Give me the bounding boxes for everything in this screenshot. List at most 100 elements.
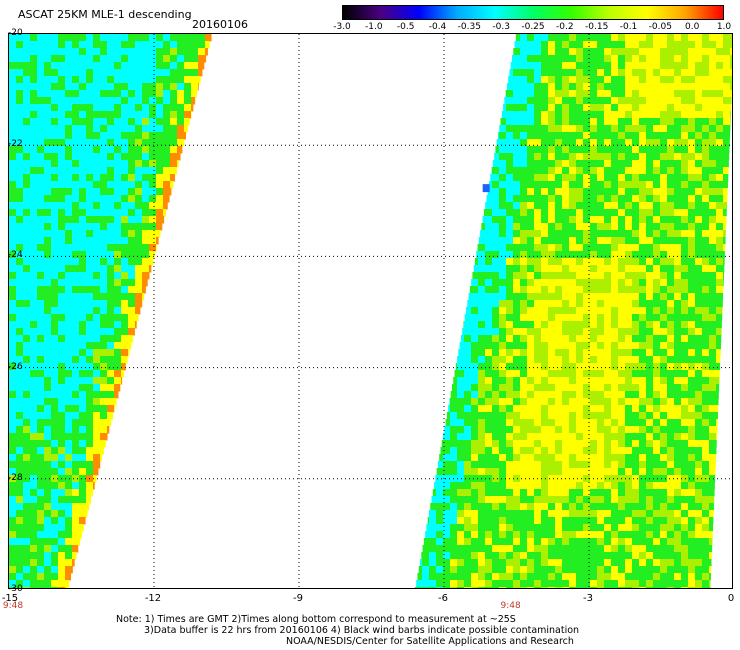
swath-cell xyxy=(632,272,640,280)
swath-cell xyxy=(79,363,87,371)
swath-cell xyxy=(93,307,101,315)
swath-cell xyxy=(9,216,17,224)
swath-cell xyxy=(688,328,696,336)
swath-cell xyxy=(506,440,514,448)
swath-cell xyxy=(457,587,465,588)
swath-cell xyxy=(569,489,577,497)
swath-cell xyxy=(611,62,619,70)
swath-cell xyxy=(23,258,31,266)
swath-cell xyxy=(527,125,535,133)
swath-cell xyxy=(44,181,52,189)
swath-cell xyxy=(37,202,45,210)
swath-cell xyxy=(541,41,549,49)
swath-cell xyxy=(667,314,675,322)
swath-cell xyxy=(555,356,563,364)
swath-cell xyxy=(625,510,633,518)
swath-cell xyxy=(448,405,451,413)
swath-cell xyxy=(58,237,66,245)
swath-cell xyxy=(667,370,675,378)
swath-cell xyxy=(667,573,675,581)
swath-cell xyxy=(457,356,465,364)
swath-cell xyxy=(37,272,45,280)
swath-cell xyxy=(674,321,682,329)
swath-cell xyxy=(23,62,31,70)
swath-cell xyxy=(114,104,122,112)
swath-cell xyxy=(464,531,472,539)
swath-cell xyxy=(562,146,570,154)
swath-cell xyxy=(72,335,80,343)
swath-cell xyxy=(443,559,451,567)
swath-cell xyxy=(16,384,24,392)
swath-cell xyxy=(674,454,682,462)
swath-cell xyxy=(695,384,703,392)
swath-cell xyxy=(625,34,633,42)
swath-cell xyxy=(107,48,115,56)
swath-cell xyxy=(723,209,727,217)
swath-cell xyxy=(114,405,115,413)
swath-cell xyxy=(485,293,493,301)
swath-cell xyxy=(576,111,584,119)
swath-cell xyxy=(569,223,577,231)
swath-cell xyxy=(625,118,633,126)
swath-cell xyxy=(86,279,94,287)
swath-cell xyxy=(611,279,619,287)
swath-cell xyxy=(534,342,542,350)
swath-cell xyxy=(632,181,640,189)
swath-cell xyxy=(688,34,696,42)
swath-cell xyxy=(9,538,17,546)
swath-cell xyxy=(58,202,66,210)
swath-cell xyxy=(632,48,640,56)
swath-cell xyxy=(23,384,31,392)
swath-cell xyxy=(23,559,31,567)
swath-cell xyxy=(681,349,689,357)
swath-cell xyxy=(44,566,52,574)
swath-cell xyxy=(142,111,150,119)
swath-cell xyxy=(86,419,94,427)
swath-cell xyxy=(660,538,668,546)
swath-cell xyxy=(520,573,528,581)
swath-cell xyxy=(639,293,647,301)
swath-cell xyxy=(625,433,633,441)
swath-cell xyxy=(548,391,556,399)
swath-cell xyxy=(114,370,122,378)
swath-cell xyxy=(506,265,514,273)
swath-cell xyxy=(618,384,626,392)
swath-cell xyxy=(86,356,94,364)
swath-cell xyxy=(37,391,45,399)
swath-cell xyxy=(541,230,549,238)
swath-cell xyxy=(653,356,661,364)
swath-cell xyxy=(625,503,633,511)
swath-cell xyxy=(100,454,103,462)
swath-cell xyxy=(639,356,647,364)
swath-cell xyxy=(79,188,87,196)
swath-cell xyxy=(65,146,73,154)
swath-cell xyxy=(492,377,500,385)
swath-cell xyxy=(646,272,654,280)
swath-cell xyxy=(688,496,696,504)
swath-cell xyxy=(653,118,661,126)
swath-cell xyxy=(478,440,486,448)
swath-cell xyxy=(562,517,570,525)
swath-cell xyxy=(702,132,710,140)
swath-cell xyxy=(646,230,654,238)
swath-cell xyxy=(506,286,514,294)
swath-cell xyxy=(135,76,143,84)
swath-cell xyxy=(576,244,584,252)
swath-cell xyxy=(583,76,591,84)
swath-cell xyxy=(534,307,542,315)
swath-cell xyxy=(23,552,31,560)
swath-cell xyxy=(667,419,675,427)
swath-cell xyxy=(72,104,80,112)
swath-cell xyxy=(688,83,696,91)
swath-cell xyxy=(121,244,129,252)
swath-cell xyxy=(436,468,444,476)
swath-cell xyxy=(478,510,486,518)
swath-cell xyxy=(79,41,87,49)
swath-cell xyxy=(604,111,612,119)
swath-cell xyxy=(37,356,45,364)
swath-cell xyxy=(44,69,52,77)
swath-cell xyxy=(44,342,52,350)
swath-cell xyxy=(520,412,528,420)
swath-cell xyxy=(23,482,31,490)
swath-cell xyxy=(30,244,38,252)
